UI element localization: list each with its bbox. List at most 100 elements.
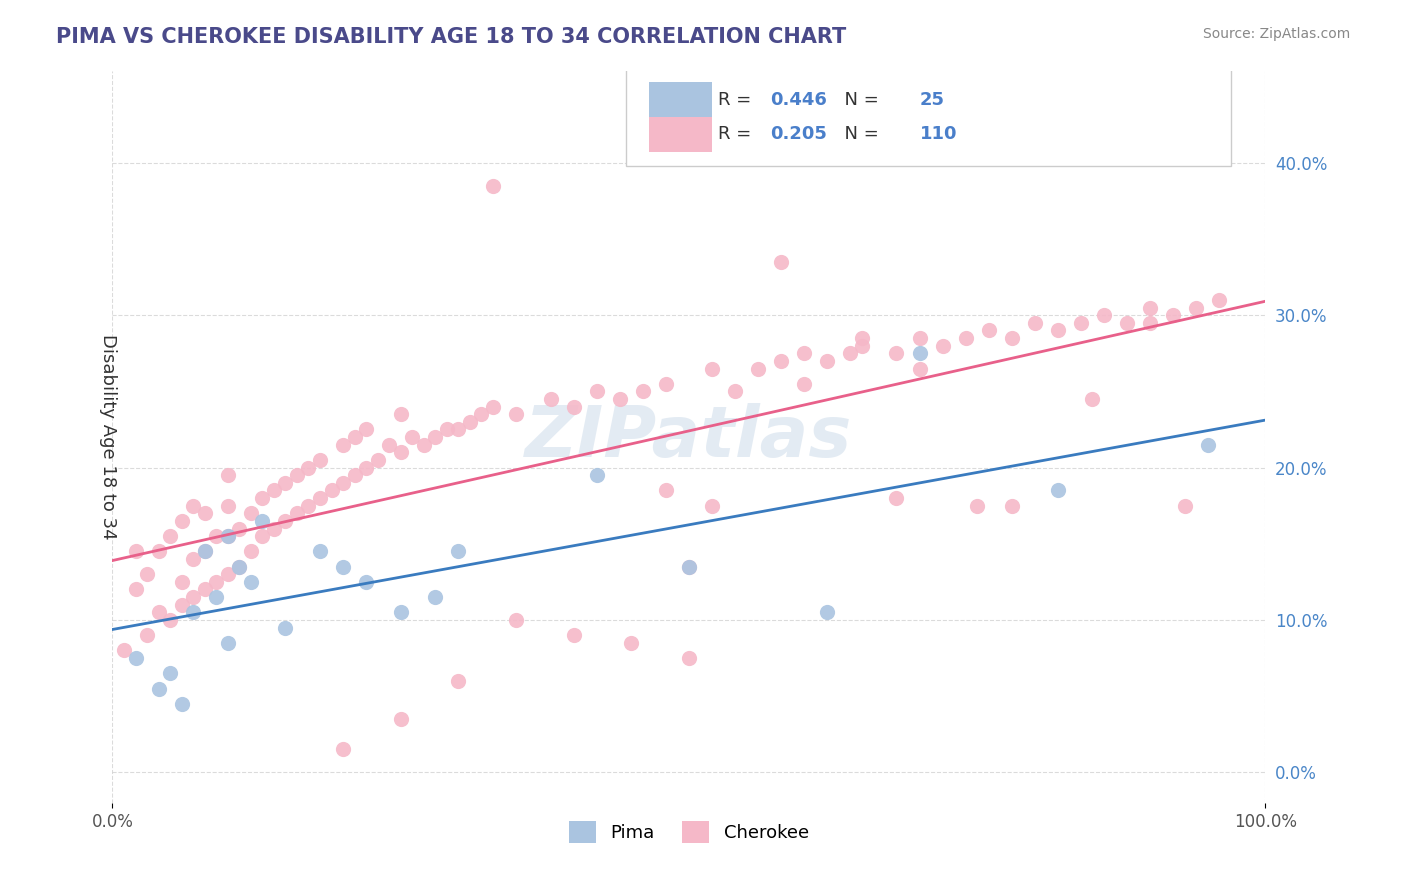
Point (274, 475, 297, 490)
Point (367, 453, 389, 467)
Point (239, 574, 262, 589)
Point (678, 559, 700, 574)
Point (585, 468, 607, 483)
Point (389, 712, 412, 726)
Point (124, 582, 146, 597)
Point (609, 392, 631, 406)
Point (309, 491, 332, 505)
Point (1185, 301, 1208, 315)
Point (148, 605, 170, 619)
Point (793, 346, 815, 360)
Point (700, 499, 723, 513)
Point (309, 453, 332, 467)
Point (1139, 301, 1161, 315)
Point (228, 559, 250, 574)
Point (1024, 316, 1046, 330)
Point (1046, 323, 1069, 337)
Point (263, 521, 285, 535)
Point (136, 628, 159, 642)
Point (124, 544, 146, 558)
Point (217, 499, 239, 513)
Point (239, 544, 262, 558)
Point (194, 544, 217, 558)
Point (931, 338, 953, 352)
Point (343, 430, 366, 444)
Point (886, 346, 908, 360)
Point (655, 376, 678, 391)
Point (181, 499, 204, 513)
Point (815, 605, 838, 619)
Point (655, 483, 678, 498)
Text: R =: R = (718, 125, 756, 144)
Point (425, 590, 447, 604)
Point (1081, 392, 1104, 406)
Point (851, 338, 873, 352)
Point (217, 468, 239, 483)
Point (447, 422, 470, 436)
Point (447, 673, 470, 688)
Point (181, 605, 204, 619)
Point (217, 636, 239, 650)
Point (562, 628, 585, 642)
Point (148, 681, 170, 696)
Point (285, 468, 308, 483)
Point (482, 400, 505, 414)
Point (252, 514, 274, 528)
Text: N =: N = (832, 125, 884, 144)
Text: 25: 25 (920, 91, 945, 109)
Point (309, 544, 332, 558)
Point (263, 483, 285, 498)
Point (678, 559, 700, 574)
Point (620, 636, 643, 650)
Point (470, 407, 492, 421)
Point (631, 384, 654, 399)
Point (1070, 316, 1092, 330)
Point (482, 178, 505, 193)
Text: 0.205: 0.205 (769, 125, 827, 144)
Point (181, 590, 204, 604)
Point (678, 651, 700, 665)
Point (851, 331, 873, 345)
Point (1001, 499, 1024, 513)
Point (724, 384, 747, 399)
Point (332, 742, 354, 756)
FancyBboxPatch shape (648, 82, 711, 118)
Point (354, 574, 377, 589)
Point (332, 475, 354, 490)
Point (136, 567, 159, 582)
Point (458, 415, 481, 429)
Point (170, 574, 193, 589)
Point (908, 346, 931, 360)
Point (425, 430, 447, 444)
Point (1116, 316, 1139, 330)
Point (148, 544, 170, 558)
Point (1197, 438, 1219, 452)
Y-axis label: Disability Age 18 to 34: Disability Age 18 to 34 (98, 334, 117, 540)
Point (297, 499, 319, 513)
Point (217, 529, 239, 543)
Point (217, 567, 239, 582)
Point (955, 331, 977, 345)
Point (1092, 308, 1115, 322)
Point (793, 376, 815, 391)
Point (285, 506, 308, 520)
Point (332, 438, 354, 452)
Point (700, 361, 723, 376)
Point (170, 514, 193, 528)
Point (354, 422, 377, 436)
Point (112, 643, 135, 657)
Point (908, 331, 931, 345)
Text: 110: 110 (920, 125, 957, 144)
Point (205, 590, 228, 604)
Point (124, 651, 146, 665)
Point (159, 666, 181, 681)
Point (159, 529, 181, 543)
Point (274, 621, 297, 635)
Point (1174, 499, 1197, 513)
Point (1046, 483, 1069, 498)
FancyBboxPatch shape (626, 68, 1230, 167)
Point (412, 438, 434, 452)
Point (908, 361, 931, 376)
Point (228, 521, 250, 535)
Point (194, 506, 217, 520)
